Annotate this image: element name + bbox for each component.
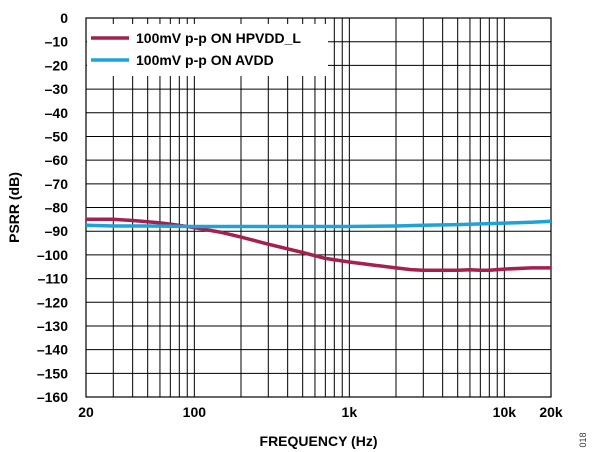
y-tick-label: –70 [45,176,69,192]
figure-id: 018 [578,432,588,447]
x-axis-title: FREQUENCY (Hz) [260,433,378,449]
legend-label: 100mV p-p ON HPVDD_L [136,30,301,46]
y-tick-labels: 0 –10 –20 –30 –40 –50 –60 –70 –80 –90 –100 –110 –120… [37,10,68,405]
data-series [85,217,552,273]
y-tick-label: –90 [45,223,69,239]
y-tick-label: 0 [60,10,68,26]
y-axis-title: PSRR (dB) [6,172,22,243]
y-tick-label: –100 [37,247,68,263]
x-tick-label: 20k [539,404,563,420]
x-tick-labels: 20 100 1k 10k 20k [78,404,563,420]
y-tick-label: –130 [37,318,68,334]
y-tick-label: –140 [37,342,68,358]
legend: 100mV p-p ON HPVDD_L 100mV p-p ON AVDD [87,24,328,76]
y-tick-label: –160 [37,389,68,405]
y-tick-label: –60 [45,152,69,168]
series-line-avdd [85,219,552,229]
y-tick-label: –30 [45,81,69,97]
y-tick-label: –110 [38,271,69,287]
plot-frame [85,17,552,398]
y-tick-label: –150 [37,365,68,381]
y-tick-label: –40 [45,105,69,121]
grid-lines [86,17,551,398]
x-tick-label: 10k [493,404,517,420]
y-tick-label: –50 [45,128,69,144]
x-tick-label: 100 [183,404,207,420]
y-tick-label: –120 [37,294,68,310]
y-tick-label: –10 [45,34,69,50]
x-tick-label: 20 [78,404,94,420]
y-tick-label: –80 [45,200,69,216]
series-line-hpvdd [86,217,551,273]
legend-label: 100mV p-p ON AVDD [136,52,274,68]
x-tick-label: 1k [342,404,358,420]
y-tick-label: –20 [45,57,69,73]
legend-box [87,24,328,76]
